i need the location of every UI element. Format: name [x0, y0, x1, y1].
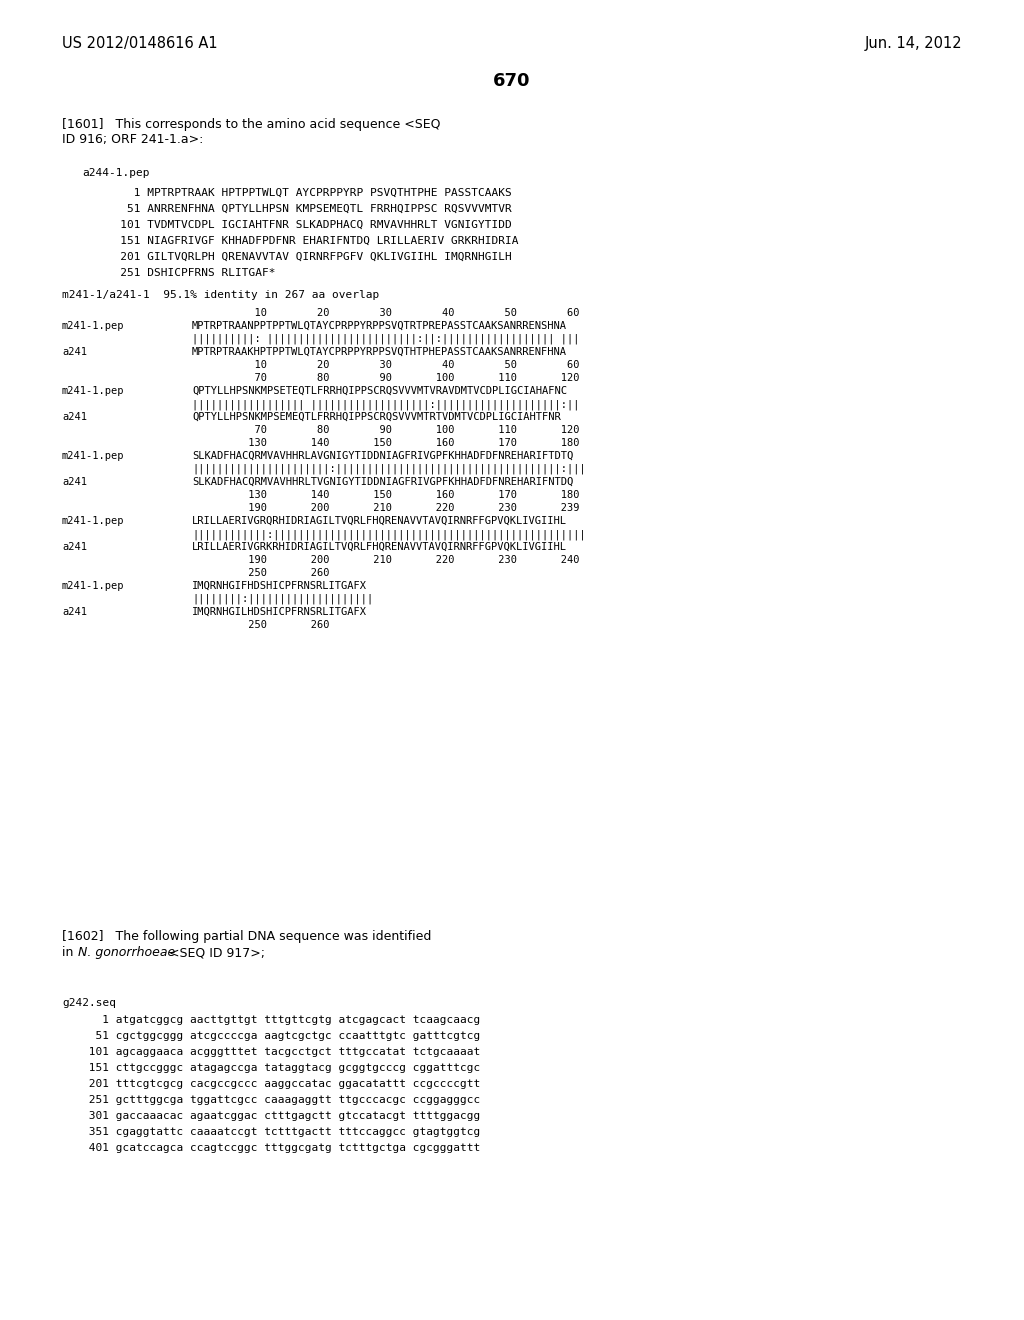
Text: IMQRNHGIFHDSHICPFRNSRLITGAFX: IMQRNHGIFHDSHICPFRNSRLITGAFX: [193, 581, 367, 591]
Text: 101 agcaggaaca acgggtttet tacgcctgct tttgccatat tctgcaaaat: 101 agcaggaaca acgggtttet tacgcctgct ttt…: [82, 1047, 480, 1057]
Text: 70        80        90       100       110       120: 70 80 90 100 110 120: [193, 425, 580, 436]
Text: SLKADFHACQRMVAVHHRLAVGNIGYTIDDNIAGFRIVGPFKHHADFDFNREHARIFTDTQ: SLKADFHACQRMVAVHHRLAVGNIGYTIDDNIAGFRIVGP…: [193, 451, 573, 461]
Text: 51 cgctggcggg atcgccccga aagtcgctgc ccaatttgtc gatttcgtcg: 51 cgctggcggg atcgccccga aagtcgctgc ccaa…: [82, 1031, 480, 1041]
Text: MPTRPTRAANPPTPPTWLQTAYCPRPPYRPPSVQTRTPREPASSTCAAKSANRRENSHNA: MPTRPTRAANPPTPPTWLQTAYCPRPPYRPPSVQTRTPRE…: [193, 321, 567, 331]
Text: 130       140       150       160       170       180: 130 140 150 160 170 180: [193, 438, 580, 447]
Text: 70        80        90       100       110       120: 70 80 90 100 110 120: [193, 374, 580, 383]
Text: SLKADFHACQRMVAVHHRLTVGNIGYTIDDNIAGFRIVGPFKHHADFDFNREHARIFNTDQ: SLKADFHACQRMVAVHHRLTVGNIGYTIDDNIAGFRIVGP…: [193, 477, 573, 487]
Text: ||||||||||: ||||||||||||||||||||||||:||:|||||||||||||||||| |||: ||||||||||: ||||||||||||||||||||||||:||:…: [193, 334, 580, 345]
Text: ||||||||:||||||||||||||||||||: ||||||||:||||||||||||||||||||: [193, 594, 374, 605]
Text: 151 NIAGFRIVGF KHHADFPDFNR EHARIFNTDQ LRILLAERIV GRKRHIDRIA: 151 NIAGFRIVGF KHHADFPDFNR EHARIFNTDQ LR…: [100, 236, 518, 246]
Text: 151 cttgccgggc atagagccga tataggtacg gcggtgcccg cggatttcgc: 151 cttgccgggc atagagccga tataggtacg gcg…: [82, 1063, 480, 1073]
Text: 250       260: 250 260: [193, 620, 330, 630]
Text: <SEQ ID 917>;: <SEQ ID 917>;: [165, 946, 265, 960]
Text: QPTYLLHPSNKMPSETEQTLFRRHQIPPSCRQSVVVMTVRAVDMTVCDPLIGCIAHAFNC: QPTYLLHPSNKMPSETEQTLFRRHQIPPSCRQSVVVMTVR…: [193, 385, 567, 396]
Text: |||||||||||||||||| |||||||||||||||||||:||||||||||||||||||||:||: |||||||||||||||||| |||||||||||||||||||:|…: [193, 399, 580, 409]
Text: m241-1.pep: m241-1.pep: [62, 385, 125, 396]
Text: 251 DSHICPFRNS RLITGAF*: 251 DSHICPFRNS RLITGAF*: [100, 268, 275, 279]
Text: m241-1.pep: m241-1.pep: [62, 516, 125, 525]
Text: 10        20        30        40        50        60: 10 20 30 40 50 60: [193, 308, 580, 318]
Text: 1 atgatcggcg aacttgttgt tttgttcgtg atcgagcact tcaagcaacg: 1 atgatcggcg aacttgttgt tttgttcgtg atcga…: [82, 1015, 480, 1026]
Text: m241-1.pep: m241-1.pep: [62, 451, 125, 461]
Text: 1 MPTRPTRAAK HPTPPTWLQT AYCPRPPYRP PSVQTHTPHE PASSTCAAKS: 1 MPTRPTRAAK HPTPPTWLQT AYCPRPPYRP PSVQT…: [100, 187, 512, 198]
Text: 130       140       150       160       170       180: 130 140 150 160 170 180: [193, 490, 580, 500]
Text: m241-1.pep: m241-1.pep: [62, 321, 125, 331]
Text: 351 cgaggtattc caaaatccgt tctttgactt tttccaggcc gtagtggtcg: 351 cgaggtattc caaaatccgt tctttgactt ttt…: [82, 1127, 480, 1137]
Text: 190       200       210       220       230       239: 190 200 210 220 230 239: [193, 503, 580, 513]
Text: in: in: [62, 946, 78, 960]
Text: 10        20        30        40        50        60: 10 20 30 40 50 60: [193, 360, 580, 370]
Text: g242.seq: g242.seq: [62, 998, 116, 1008]
Text: m241-1/a241-1  95.1% identity in 267 aa overlap: m241-1/a241-1 95.1% identity in 267 aa o…: [62, 290, 379, 300]
Text: 301 gaccaaacac agaatcggac ctttgagctt gtccatacgt ttttggacgg: 301 gaccaaacac agaatcggac ctttgagctt gtc…: [82, 1111, 480, 1121]
Text: ||||||||||||||||||||||:||||||||||||||||||||||||||||||||||||:|||: ||||||||||||||||||||||:|||||||||||||||||…: [193, 465, 586, 474]
Text: 101 TVDMTVCDPL IGCIAHTFNR SLKADPHACQ RMVAVHHRLT VGNIGYTIDD: 101 TVDMTVCDPL IGCIAHTFNR SLKADPHACQ RMV…: [100, 220, 512, 230]
Text: 401 gcatccagca ccagtccggc tttggcgatg tctttgctga cgcgggattt: 401 gcatccagca ccagtccggc tttggcgatg tct…: [82, 1143, 480, 1152]
Text: 51 ANRRENFHNA QPTYLLHPSN KMPSEMEQTL FRRHQIPPSC RQSVVVMTVR: 51 ANRRENFHNA QPTYLLHPSN KMPSEMEQTL FRRH…: [100, 205, 512, 214]
Text: ||||||||||||:||||||||||||||||||||||||||||||||||||||||||||||||||: ||||||||||||:|||||||||||||||||||||||||||…: [193, 529, 586, 540]
Text: US 2012/0148616 A1: US 2012/0148616 A1: [62, 36, 218, 51]
Text: [1602]   The following partial DNA sequence was identified: [1602] The following partial DNA sequenc…: [62, 931, 431, 942]
Text: a241: a241: [62, 347, 87, 356]
Text: 250       260: 250 260: [193, 568, 330, 578]
Text: 670: 670: [494, 73, 530, 90]
Text: LRILLAERIVGRQRHIDRIAGILTVQRLFHQRENAVVTAVQIRNRFFGPVQKLIVGIIHL: LRILLAERIVGRQRHIDRIAGILTVQRLFHQRENAVVTAV…: [193, 516, 567, 525]
Text: a241: a241: [62, 412, 87, 422]
Text: 251 gctttggcga tggattcgcc caaagaggtt ttgcccacgc ccggagggcc: 251 gctttggcga tggattcgcc caaagaggtt ttg…: [82, 1096, 480, 1105]
Text: MPTRPTRAAKHPTPPTWLQTAYCPRPPYRPPSVQTHTPHEPASSTCAAKSANRRENFHNA: MPTRPTRAAKHPTPPTWLQTAYCPRPPYRPPSVQTHTPHE…: [193, 347, 567, 356]
Text: N. gonorrhoeae: N. gonorrhoeae: [78, 946, 175, 960]
Text: m241-1.pep: m241-1.pep: [62, 581, 125, 591]
Text: a241: a241: [62, 607, 87, 616]
Text: QPTYLLHPSNKMPSEMEQTLFRRHQIPPSCRQSVVVMTRTVDMTVCDPLIGCIAHTFNR: QPTYLLHPSNKMPSEMEQTLFRRHQIPPSCRQSVVVMTRT…: [193, 412, 561, 422]
Text: IMQRNHGILHDSHICPFRNSRLITGAFX: IMQRNHGILHDSHICPFRNSRLITGAFX: [193, 607, 367, 616]
Text: 190       200       210       220       230       240: 190 200 210 220 230 240: [193, 554, 580, 565]
Text: 201 tttcgtcgcg cacgccgccc aaggccatac ggacatattt ccgccccgtt: 201 tttcgtcgcg cacgccgccc aaggccatac gga…: [82, 1078, 480, 1089]
Text: ID 916; ORF 241-1.a>:: ID 916; ORF 241-1.a>:: [62, 133, 204, 147]
Text: a241: a241: [62, 543, 87, 552]
Text: a244-1.pep: a244-1.pep: [82, 168, 150, 178]
Text: a241: a241: [62, 477, 87, 487]
Text: 201 GILTVQRLPH QRENAVVTAV QIRNRFPGFV QKLIVGIIHL IMQRNHGILH: 201 GILTVQRLPH QRENAVVTAV QIRNRFPGFV QKL…: [100, 252, 512, 261]
Text: [1601]   This corresponds to the amino acid sequence <SEQ: [1601] This corresponds to the amino aci…: [62, 117, 440, 131]
Text: LRILLAERIVGRKRHIDRIAGILTVQRLFHQRENAVVTAVQIRNRFFGPVQKLIVGIIHL: LRILLAERIVGRKRHIDRIAGILTVQRLFHQRENAVVTAV…: [193, 543, 567, 552]
Text: Jun. 14, 2012: Jun. 14, 2012: [864, 36, 962, 51]
